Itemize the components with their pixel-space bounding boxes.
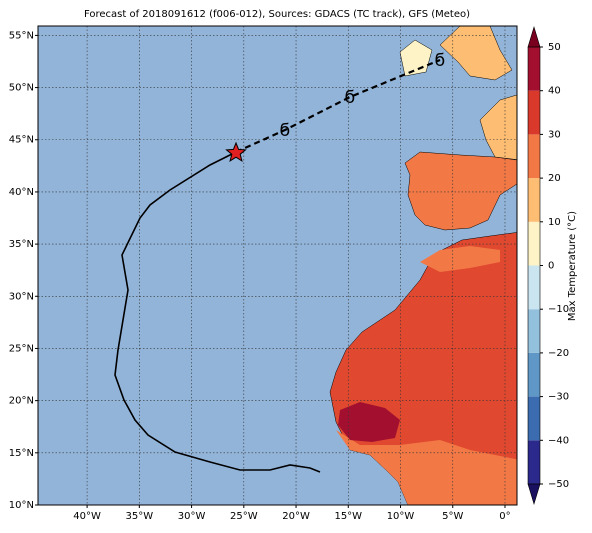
- colorbar-label: Max Temperature (°C): [567, 211, 578, 321]
- y-tick-label: 35°N: [9, 239, 34, 250]
- storm-symbol: ϭ: [344, 87, 355, 108]
- x-tick-label: 10°W: [387, 511, 415, 522]
- x-tick-label: 20°W: [282, 511, 310, 522]
- colorbar-bin: [528, 178, 540, 222]
- colorbar-tick-label: 20: [548, 173, 561, 184]
- track-forecast: [235, 58, 441, 154]
- colorbar-tick-label: −10: [548, 304, 569, 315]
- colorbar-bin: [528, 221, 540, 266]
- colorbar-tick-label: 0: [548, 261, 554, 272]
- hot-spot: [338, 402, 400, 442]
- y-tick-label: 40°N: [9, 187, 34, 198]
- y-tick-label: 25°N: [9, 343, 34, 354]
- colorbar-tick-label: −30: [548, 392, 569, 403]
- colorbar-tick-label: 30: [548, 129, 561, 140]
- land-atlas: [420, 246, 500, 272]
- y-tick-label: 55°N: [9, 30, 34, 41]
- x-tick-label: 25°W: [230, 511, 258, 522]
- colorbar-extend-low: [527, 483, 541, 506]
- colorbar-bin: [528, 47, 540, 91]
- colorbar-bin: [528, 440, 540, 484]
- x-tick-label: 0°: [499, 511, 510, 522]
- gridlines: [38, 26, 517, 505]
- colorbar-bin: [528, 90, 540, 135]
- colorbar-tick-label: 40: [548, 86, 561, 97]
- colorbar-tick-label: 50: [548, 42, 561, 53]
- colorbar-extend-high: [527, 25, 541, 48]
- land-iberia: [404, 151, 517, 231]
- y-tick-label: 10°N: [9, 500, 34, 511]
- storm-position: [225, 141, 247, 162]
- x-tick-label: 15°W: [334, 511, 362, 522]
- chart-title: Forecast of 2018091612 (f006-012), Sourc…: [84, 9, 470, 20]
- x-tick-label: 30°W: [178, 511, 206, 522]
- x-tick-label: 5°W: [442, 511, 463, 522]
- colorbar-tick-label: −50: [548, 479, 569, 490]
- y-tick-label: 20°N: [9, 396, 34, 407]
- track-past: [114, 151, 321, 473]
- land-sahel: [336, 430, 517, 505]
- y-tick-label: 50°N: [9, 83, 34, 94]
- map-frame: [37, 25, 518, 506]
- y-tick-label: 15°N: [9, 448, 34, 459]
- colorbar-bin: [528, 396, 540, 441]
- colorbar-bin: [528, 309, 540, 353]
- x-tick-label: 40°W: [73, 511, 101, 522]
- map-area: ϭ ϭ ϭ: [38, 26, 517, 505]
- y-tick-label: 30°N: [9, 291, 34, 302]
- y-tick-label: 45°N: [9, 135, 34, 146]
- colorbar-bin: [528, 265, 540, 310]
- colorbar-bin: [528, 134, 540, 179]
- colorbar-tick-label: −20: [548, 348, 569, 359]
- colorbar-bin: [528, 352, 540, 397]
- x-tick-label: 35°W: [126, 511, 154, 522]
- land-britain: [439, 26, 513, 81]
- storm-symbol: ϭ: [279, 120, 290, 141]
- land-ireland: [399, 39, 433, 77]
- colorbar-tick-label: −40: [548, 435, 569, 446]
- colorbar-tick-label: 10: [548, 217, 561, 228]
- storm-symbol: ϭ: [434, 50, 445, 71]
